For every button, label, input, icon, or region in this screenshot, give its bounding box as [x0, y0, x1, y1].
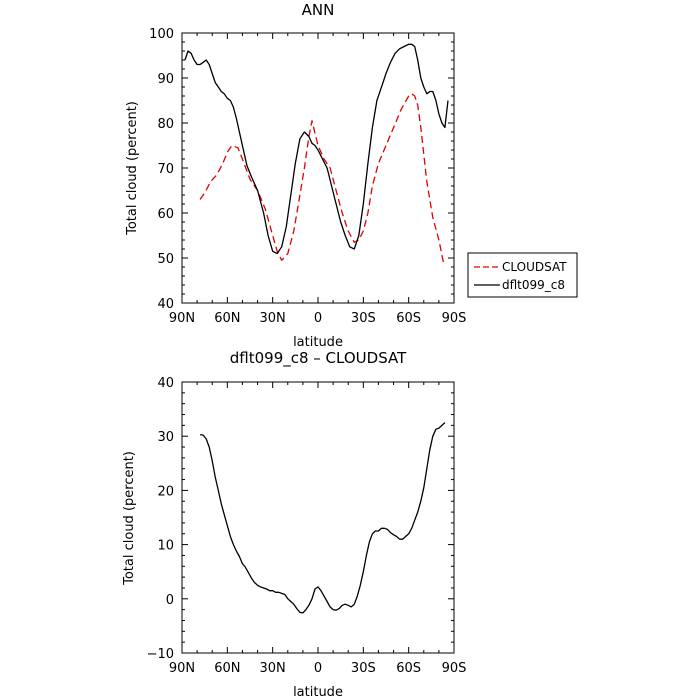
- bottom-x-tick-label: 90S: [442, 661, 467, 676]
- top-chart: ANN 90N 60N 30N 0 30S 60S 90S 40 50 60 70 80 90 100 l…: [125, 1, 466, 350]
- bottom-y-tick-label: 40: [157, 376, 174, 391]
- top-y-axis-title: Total cloud (percent): [125, 101, 140, 236]
- top-x-axis-title: latitude: [293, 335, 343, 350]
- legend: CLOUDSAT dflt099_c8: [467, 252, 578, 298]
- top-y-tick-label: 90: [157, 72, 174, 87]
- legend-label-dflt099: dflt099_c8: [502, 278, 565, 292]
- legend-label-cloudsat: CLOUDSAT: [502, 260, 567, 274]
- bottom-y-tick-label: 30: [157, 430, 174, 445]
- top-y-tick-label: 60: [157, 207, 174, 222]
- top-series-dflt099-c8: [184, 43, 449, 255]
- bottom-y-tick-label: 10: [157, 539, 174, 554]
- top-x-tick-label: 60S: [396, 311, 421, 326]
- top-y-tick-label: 80: [157, 117, 174, 132]
- top-y-tick-label: 50: [157, 252, 174, 267]
- top-series-cloudsat: [199, 93, 445, 263]
- bottom-x-tick-label: 90N: [169, 661, 195, 676]
- top-chart-title: ANN: [302, 1, 335, 19]
- bottom-y-tick-label: −10: [147, 647, 174, 662]
- bottom-x-tick-label: 30S: [351, 661, 376, 676]
- bottom-x-tick-label: 30N: [260, 661, 286, 676]
- top-x-tick-label: 30S: [351, 311, 376, 326]
- bottom-chart: dflt099_c8 – CLOUDSAT 90N 60N 30N 0 30S 60S 90…: [122, 349, 466, 700]
- top-x-tick-label: 30N: [260, 311, 286, 326]
- bottom-y-axis-title: Total cloud (percent): [122, 451, 137, 586]
- top-y-tick-label: 70: [157, 162, 174, 177]
- top-y-tick-label: 40: [157, 297, 174, 312]
- bottom-x-tick-label: 60S: [396, 661, 421, 676]
- top-plot-frame: [181, 32, 455, 304]
- bottom-x-tick-label: 60N: [214, 661, 240, 676]
- bottom-y-tick-label: 0: [166, 593, 174, 608]
- bottom-x-axis-title: latitude: [293, 685, 343, 700]
- top-x-tick-label: 90N: [169, 311, 195, 326]
- top-x-tick-label: 90S: [442, 311, 467, 326]
- bottom-plot-area: 90N 60N 30N 0 30S 60S 90S −10 0 10 20 30 40: [147, 376, 467, 676]
- top-y-tick-label: 100: [149, 27, 174, 42]
- legend-box: [467, 252, 578, 298]
- bottom-x-tick-label: 0: [314, 661, 322, 676]
- bottom-plot-frame: [181, 381, 455, 654]
- top-x-tick-label: 60N: [214, 311, 240, 326]
- bottom-series-series-0: [199, 422, 446, 614]
- bottom-chart-title: dflt099_c8 – CLOUDSAT: [230, 349, 407, 368]
- bottom-y-tick-label: 20: [157, 484, 174, 499]
- top-x-tick-label: 0: [314, 311, 322, 326]
- top-plot-area: 90N 60N 30N 0 30S 60S 90S 40 50 60 70 80 90 100: [149, 27, 466, 326]
